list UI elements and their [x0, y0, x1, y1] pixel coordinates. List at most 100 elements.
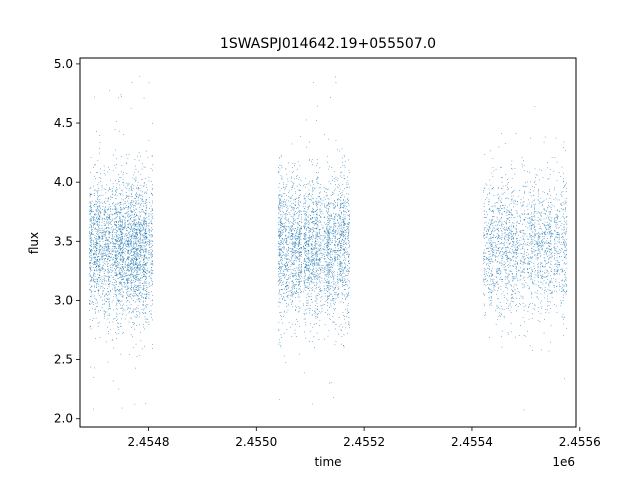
- data-point: [304, 276, 305, 278]
- data-point: [288, 244, 289, 246]
- data-point: [285, 231, 286, 233]
- data-point: [294, 163, 296, 164]
- data-point: [301, 221, 302, 223]
- data-point: [130, 289, 132, 291]
- data-point: [104, 260, 106, 262]
- data-point: [300, 233, 302, 235]
- data-point: [119, 213, 121, 215]
- data-point: [105, 275, 107, 277]
- data-point: [152, 250, 153, 252]
- data-point: [305, 251, 307, 253]
- data-point: [98, 249, 100, 251]
- data-point: [150, 305, 152, 307]
- data-point: [108, 279, 110, 281]
- data-point: [139, 292, 140, 294]
- data-point: [135, 293, 137, 294]
- data-point: [109, 304, 110, 306]
- data-point: [138, 298, 139, 300]
- data-point: [95, 299, 97, 300]
- data-point: [280, 334, 282, 336]
- data-point: [118, 229, 120, 230]
- data-point: [133, 236, 135, 238]
- data-point: [278, 223, 280, 225]
- data-point: [128, 244, 129, 246]
- data-point: [294, 284, 296, 285]
- data-point: [312, 201, 314, 203]
- data-point: [94, 269, 95, 271]
- data-point: [93, 219, 94, 220]
- data-point: [134, 252, 135, 253]
- data-point: [103, 247, 105, 249]
- data-point: [282, 243, 283, 244]
- data-point: [279, 278, 281, 280]
- data-point: [136, 223, 137, 225]
- data-point: [312, 289, 314, 291]
- data-point: [128, 243, 129, 245]
- data-point: [126, 269, 128, 270]
- data-point: [314, 290, 315, 292]
- data-point: [301, 211, 302, 213]
- data-point: [131, 286, 132, 288]
- data-point: [131, 266, 133, 268]
- data-point: [286, 303, 287, 304]
- data-point: [103, 311, 105, 312]
- data-point: [109, 251, 110, 252]
- data-point: [97, 290, 99, 291]
- data-point: [309, 237, 310, 239]
- data-point: [110, 275, 112, 276]
- data-point: [107, 248, 109, 249]
- data-point: [310, 295, 312, 297]
- data-point: [306, 266, 308, 268]
- data-point: [319, 249, 320, 251]
- data-point: [120, 292, 121, 293]
- data-point: [309, 265, 310, 267]
- data-point: [124, 245, 126, 246]
- data-point: [141, 220, 143, 221]
- data-point: [279, 298, 281, 300]
- data-point: [104, 288, 105, 289]
- data-point: [306, 270, 307, 271]
- data-point: [128, 153, 130, 155]
- data-point: [306, 146, 307, 148]
- data-point: [119, 240, 121, 242]
- data-point: [96, 238, 97, 239]
- data-point: [319, 246, 321, 248]
- data-point: [91, 279, 92, 281]
- data-point: [96, 286, 97, 288]
- data-point: [303, 277, 305, 279]
- data-point: [115, 255, 116, 256]
- data-point: [319, 192, 320, 194]
- data-point: [316, 235, 318, 237]
- data-point: [106, 231, 107, 233]
- data-point: [115, 241, 117, 243]
- data-point: [102, 303, 103, 305]
- data-point: [316, 216, 317, 218]
- data-point: [305, 267, 307, 269]
- data-point: [319, 248, 321, 249]
- data-point: [124, 240, 126, 242]
- data-point: [146, 292, 148, 294]
- data-point: [112, 209, 114, 210]
- data-point: [122, 236, 123, 237]
- data-point: [279, 399, 280, 401]
- data-point: [97, 229, 99, 231]
- data-point: [128, 214, 130, 216]
- data-point: [143, 276, 144, 277]
- data-point: [281, 285, 282, 286]
- data-point: [134, 238, 135, 239]
- data-point: [136, 222, 137, 223]
- data-point: [311, 282, 313, 284]
- data-point: [299, 189, 301, 191]
- data-point: [143, 238, 145, 240]
- data-point: [119, 252, 121, 253]
- data-point: [281, 178, 283, 180]
- data-point: [308, 243, 309, 245]
- data-point: [128, 239, 129, 241]
- data-point: [297, 296, 299, 298]
- data-point: [145, 249, 147, 251]
- data-point: [315, 308, 317, 310]
- data-point: [118, 267, 119, 268]
- data-point: [90, 267, 91, 268]
- data-point: [296, 240, 297, 241]
- data-point: [134, 216, 135, 218]
